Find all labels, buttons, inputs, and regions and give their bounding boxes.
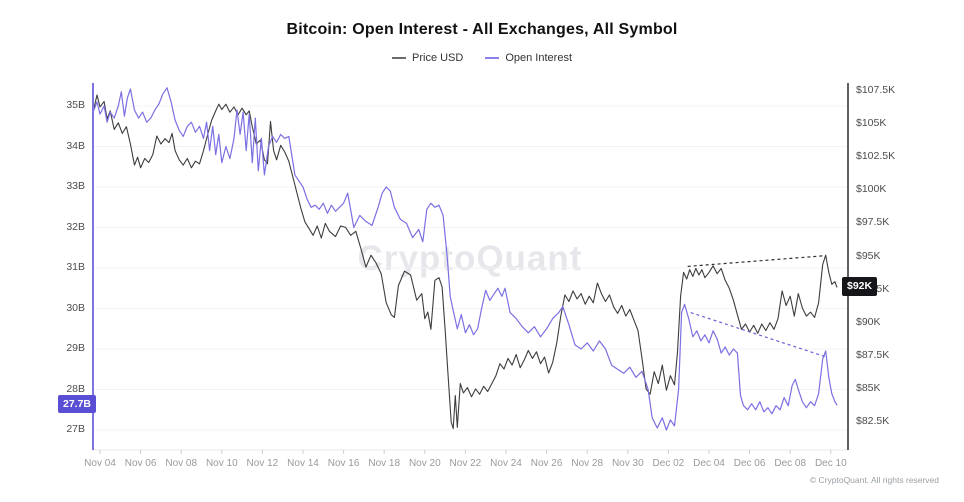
right-axis-label: $90K xyxy=(856,315,881,328)
left-axis-label: 31B xyxy=(66,261,85,273)
legend-item-open-interest[interactable]: Open Interest xyxy=(485,52,572,64)
x-axis-label: Nov 14 xyxy=(287,458,319,469)
x-axis-label: Nov 16 xyxy=(327,458,360,469)
x-axis-label: Nov 28 xyxy=(571,458,604,469)
chart-title: Bitcoin: Open Interest - All Exchanges, … xyxy=(286,21,678,38)
x-axis-label: Nov 12 xyxy=(246,458,279,469)
x-axis-label: Nov 30 xyxy=(611,458,644,469)
left-axis-label: 34B xyxy=(66,139,85,152)
left-axis-label: 32B xyxy=(66,220,85,233)
x-axis-label: Nov 22 xyxy=(449,458,482,469)
left-axis-label: 33B xyxy=(66,180,85,192)
right-axis-label: $105K xyxy=(856,117,887,130)
x-axis-label: Nov 26 xyxy=(530,458,563,469)
legend-label-open-interest: Open Interest xyxy=(505,52,572,64)
x-axis-label: Dec 02 xyxy=(652,458,685,469)
right-axis-label: $85K xyxy=(856,381,881,394)
price-line xyxy=(93,94,838,430)
x-axis-label: Nov 08 xyxy=(165,458,198,469)
legend-item-price-usd[interactable]: Price USD xyxy=(392,52,463,64)
right-axis-label: $82.5K xyxy=(856,415,890,427)
x-axis-label: Dec 06 xyxy=(733,458,766,469)
price-current-value-badge: $92K xyxy=(842,276,878,296)
left-axis-label: 30B xyxy=(66,301,85,314)
right-axis-label: $100K xyxy=(856,183,887,196)
x-axis-label: Nov 24 xyxy=(490,458,522,469)
x-axis-label: Nov 20 xyxy=(408,458,441,469)
price-resistance-trendline xyxy=(687,255,824,267)
copyright-notice: © CryptoQuant. All rights reserved xyxy=(809,475,939,485)
right-axis-label: $97.5K xyxy=(856,216,890,229)
x-axis-label: Dec 04 xyxy=(693,458,725,469)
right-axis-label: $102.5K xyxy=(856,150,896,163)
left-axis-label: 28B xyxy=(66,382,85,395)
right-axis-label: $87.5K xyxy=(856,348,890,361)
x-axis-label: Dec 10 xyxy=(814,458,847,469)
right-axis-label: $95K xyxy=(856,249,881,262)
open-interest-line xyxy=(93,87,838,431)
chart-legend: Price USD Open Interest xyxy=(0,52,964,64)
x-axis-label: Nov 06 xyxy=(124,458,157,469)
x-axis-label: Dec 08 xyxy=(774,458,807,469)
left-axis-label: 27B xyxy=(66,423,85,435)
x-axis-label: Nov 04 xyxy=(84,458,116,469)
left-axis-label: 29B xyxy=(66,342,85,354)
legend-label-price-usd: Price USD xyxy=(412,52,464,64)
x-axis-label: Nov 18 xyxy=(368,458,401,469)
open-interest-current-value-badge: 27.7B xyxy=(58,394,97,414)
x-axis-label: Nov 10 xyxy=(205,458,238,469)
price-line-swatch-icon xyxy=(392,57,406,59)
open-interest-line-swatch-icon xyxy=(485,57,500,59)
left-axis-label: 35B xyxy=(66,99,85,111)
right-axis-label: $107.5K xyxy=(856,84,896,96)
